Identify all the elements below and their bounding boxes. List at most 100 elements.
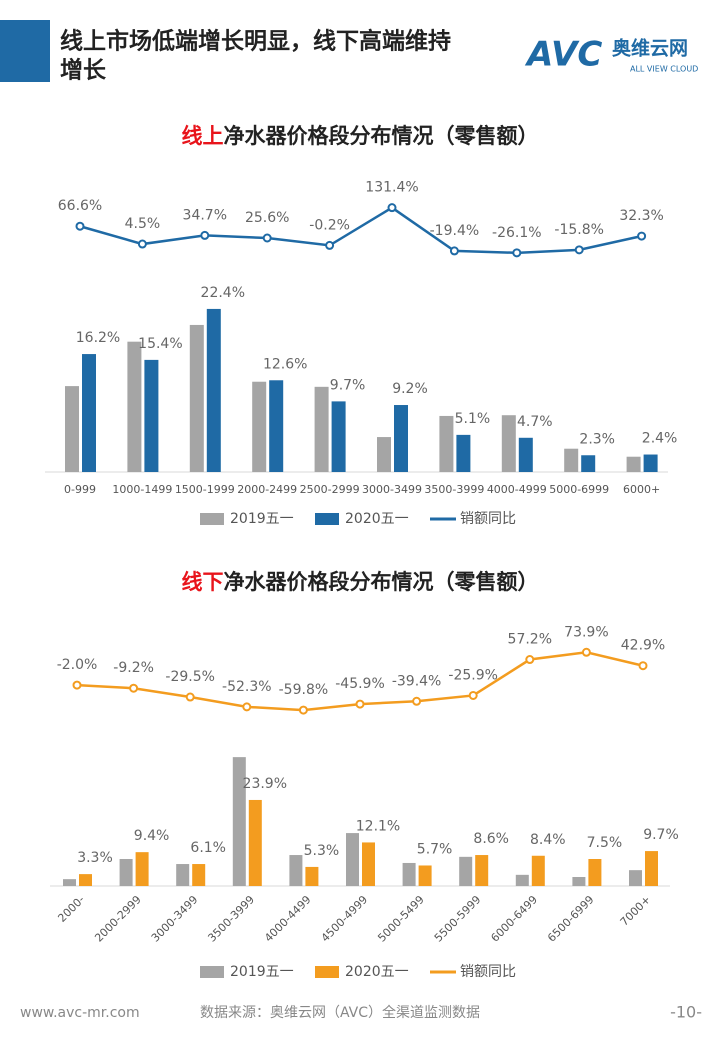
x-tick-label: 2500-2999 [300, 483, 360, 496]
x-tick-label: 3000-3499 [149, 893, 201, 945]
growth-point [449, 246, 459, 256]
growth-label: -52.3% [222, 679, 272, 695]
bar [305, 866, 319, 886]
bar [119, 859, 133, 886]
bar [629, 870, 642, 886]
bar [127, 341, 142, 472]
growth-label: -0.2% [309, 217, 350, 233]
legend-swatch [200, 513, 224, 525]
growth-label: -26.1% [492, 225, 542, 241]
bar [456, 434, 471, 472]
x-tick-label: 5000-5499 [375, 893, 427, 945]
growth-label: 57.2% [508, 632, 552, 648]
bar [531, 855, 545, 886]
x-tick-label: 2000-2499 [237, 483, 297, 496]
bar-label: 15.4% [138, 336, 182, 352]
bar-label: 4.7% [517, 414, 553, 430]
logo-name: 奥维云网 [612, 37, 688, 60]
bar [501, 415, 516, 472]
bar [564, 448, 579, 472]
growth-point [412, 696, 422, 706]
legend-label: 销额同比 [460, 511, 516, 527]
growth-point [185, 692, 195, 702]
bar [252, 381, 267, 472]
bar [82, 354, 96, 472]
bar-label: 5.1% [455, 411, 491, 427]
x-tick-label: 4000-4499 [262, 893, 314, 945]
bar [289, 855, 303, 886]
growth-line [79, 206, 642, 255]
growth-label: -15.8% [554, 222, 604, 238]
bar [362, 842, 375, 886]
legend-label: 2019五一 [230, 964, 294, 980]
growth-point [325, 240, 335, 250]
growth-point [581, 647, 591, 657]
x-tick-label: 2000- [55, 893, 87, 925]
bar [79, 874, 92, 886]
bar [645, 851, 658, 886]
bar-label: 5.7% [417, 841, 453, 857]
header-title: 增长 [60, 57, 107, 84]
legend-label: 2020五一 [345, 511, 409, 527]
x-tick-label: 3000-3499 [362, 483, 422, 496]
bar-label: 9.7% [643, 827, 679, 843]
bar-label: 9.4% [134, 828, 170, 844]
bar [269, 380, 284, 472]
growth-point [512, 248, 522, 258]
growth-point [525, 655, 535, 665]
growth-point [638, 661, 648, 671]
header-title: 线上市场低端增长明显，线下高端维持 [60, 28, 451, 55]
bar-label: 3.3% [77, 850, 113, 866]
bar [459, 856, 473, 886]
header-bar [0, 20, 50, 82]
bar [192, 864, 206, 886]
bar [377, 437, 391, 472]
growth-label: 34.7% [183, 207, 227, 223]
bar [518, 437, 533, 472]
bar [144, 359, 159, 472]
growth-label: 32.3% [619, 208, 663, 224]
bar-label: 9.2% [392, 381, 428, 397]
growth-label: -59.8% [279, 682, 329, 698]
x-tick-label: 1500-1999 [175, 483, 235, 496]
growth-point [637, 231, 647, 241]
x-tick-label: 6500-6999 [545, 893, 597, 945]
bar [418, 865, 432, 886]
growth-label: -2.0% [57, 657, 98, 673]
bar [643, 454, 658, 472]
footer-site: www.avc-mr.com [20, 1005, 140, 1021]
bar [248, 799, 262, 886]
title-highlight: 线上 [182, 124, 224, 148]
growth-point [574, 245, 584, 255]
bar [331, 401, 346, 472]
x-tick-label: 6000+ [623, 483, 660, 496]
bar-label: 16.2% [76, 330, 120, 346]
legend-label: 2019五一 [230, 511, 294, 527]
bar [189, 324, 204, 472]
x-tick-label: 5000-6999 [549, 483, 609, 496]
bar [394, 405, 408, 472]
bar [572, 877, 586, 886]
title-highlight: 线下 [182, 570, 224, 594]
bar-label: 8.4% [530, 832, 566, 848]
growth-label: -29.5% [165, 669, 215, 685]
footer-source: 数据来源：奥维云网（AVC）全渠道监测数据 [200, 1004, 480, 1021]
growth-point [137, 239, 147, 249]
bar [515, 874, 529, 886]
bar-label: 5.3% [304, 843, 340, 859]
chart-title: 线下净水器价格段分布情况（零售额） [182, 570, 539, 594]
bar-label: 2.3% [579, 431, 615, 447]
growth-label: -39.4% [392, 673, 442, 689]
bar [65, 386, 79, 472]
bar [402, 862, 416, 886]
growth-point [200, 230, 210, 240]
bar [135, 852, 149, 886]
bar [346, 833, 359, 886]
growth-label: 131.4% [365, 180, 418, 196]
title-text: 净水器价格段分布情况（零售额） [224, 570, 539, 594]
chart-title: 线上净水器价格段分布情况（零售额） [182, 124, 539, 148]
legend-swatch [315, 966, 339, 978]
x-tick-label: 0-999 [64, 483, 96, 496]
bar-label: 8.6% [473, 831, 509, 847]
